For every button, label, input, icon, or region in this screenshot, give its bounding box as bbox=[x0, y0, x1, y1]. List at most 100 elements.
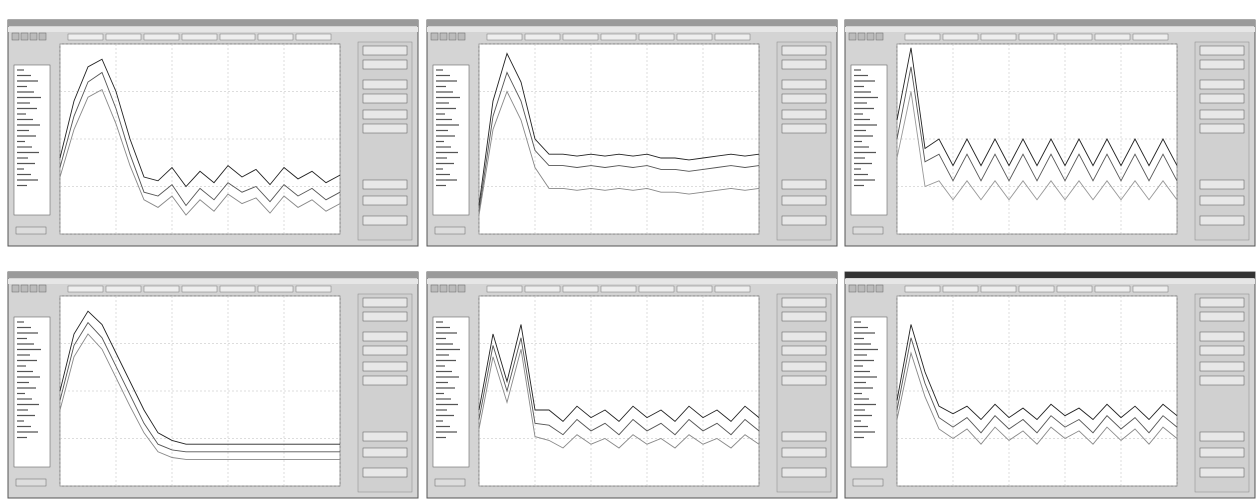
side-button[interactable] bbox=[363, 80, 407, 89]
tab[interactable] bbox=[1019, 34, 1054, 40]
tab[interactable] bbox=[639, 34, 674, 40]
side-button[interactable] bbox=[782, 468, 826, 477]
tab[interactable] bbox=[487, 34, 522, 40]
tab[interactable] bbox=[258, 286, 293, 292]
side-button[interactable] bbox=[1200, 124, 1244, 133]
side-button[interactable] bbox=[782, 94, 826, 103]
toolbar-button[interactable] bbox=[21, 33, 28, 40]
side-button[interactable] bbox=[363, 332, 407, 341]
toolbar-button[interactable] bbox=[440, 33, 447, 40]
tab[interactable] bbox=[144, 34, 179, 40]
side-button[interactable] bbox=[782, 362, 826, 371]
toolbar-button[interactable] bbox=[449, 33, 456, 40]
side-button[interactable] bbox=[782, 448, 826, 457]
side-button[interactable] bbox=[782, 46, 826, 55]
tab[interactable] bbox=[144, 286, 179, 292]
tab[interactable] bbox=[182, 34, 217, 40]
side-button[interactable] bbox=[363, 362, 407, 371]
toolbar-button[interactable] bbox=[849, 285, 856, 292]
tab[interactable] bbox=[677, 286, 712, 292]
left-button[interactable] bbox=[16, 479, 46, 486]
left-button[interactable] bbox=[16, 227, 46, 234]
side-button[interactable] bbox=[1200, 196, 1244, 205]
side-button[interactable] bbox=[1200, 346, 1244, 355]
side-button[interactable] bbox=[363, 196, 407, 205]
toolbar-button[interactable] bbox=[431, 33, 438, 40]
tab[interactable] bbox=[1057, 34, 1092, 40]
side-button[interactable] bbox=[782, 346, 826, 355]
tab[interactable] bbox=[525, 286, 560, 292]
side-button[interactable] bbox=[363, 312, 407, 321]
tab[interactable] bbox=[981, 34, 1016, 40]
side-button[interactable] bbox=[782, 332, 826, 341]
toolbar-button[interactable] bbox=[39, 285, 46, 292]
side-button[interactable] bbox=[363, 124, 407, 133]
toolbar-button[interactable] bbox=[30, 33, 37, 40]
toolbar-button[interactable] bbox=[858, 33, 865, 40]
tab[interactable] bbox=[525, 34, 560, 40]
side-button[interactable] bbox=[363, 468, 407, 477]
tab[interactable] bbox=[106, 286, 141, 292]
side-button[interactable] bbox=[782, 432, 826, 441]
left-button[interactable] bbox=[435, 479, 465, 486]
side-button[interactable] bbox=[363, 376, 407, 385]
side-button[interactable] bbox=[1200, 312, 1244, 321]
side-button[interactable] bbox=[1200, 468, 1244, 477]
side-button[interactable] bbox=[1200, 94, 1244, 103]
side-button[interactable] bbox=[1200, 110, 1244, 119]
side-button[interactable] bbox=[363, 216, 407, 225]
side-button[interactable] bbox=[363, 46, 407, 55]
toolbar-button[interactable] bbox=[431, 285, 438, 292]
tab[interactable] bbox=[296, 34, 331, 40]
tab[interactable] bbox=[715, 34, 750, 40]
tab[interactable] bbox=[258, 34, 293, 40]
tab[interactable] bbox=[68, 34, 103, 40]
tab[interactable] bbox=[1057, 286, 1092, 292]
side-button[interactable] bbox=[1200, 80, 1244, 89]
tab[interactable] bbox=[68, 286, 103, 292]
toolbar-button[interactable] bbox=[876, 285, 883, 292]
toolbar-button[interactable] bbox=[458, 285, 465, 292]
side-button[interactable] bbox=[1200, 376, 1244, 385]
side-button[interactable] bbox=[782, 196, 826, 205]
side-button[interactable] bbox=[363, 298, 407, 307]
side-button[interactable] bbox=[363, 60, 407, 69]
side-button[interactable] bbox=[782, 312, 826, 321]
tab[interactable] bbox=[677, 34, 712, 40]
side-button[interactable] bbox=[1200, 432, 1244, 441]
toolbar-button[interactable] bbox=[12, 285, 19, 292]
left-button[interactable] bbox=[435, 227, 465, 234]
tab[interactable] bbox=[1095, 286, 1130, 292]
side-button[interactable] bbox=[363, 432, 407, 441]
side-button[interactable] bbox=[1200, 46, 1244, 55]
side-button[interactable] bbox=[1200, 332, 1244, 341]
side-button[interactable] bbox=[782, 180, 826, 189]
tab[interactable] bbox=[1133, 34, 1168, 40]
toolbar-button[interactable] bbox=[30, 285, 37, 292]
toolbar-button[interactable] bbox=[849, 33, 856, 40]
tab[interactable] bbox=[1095, 34, 1130, 40]
tab[interactable] bbox=[601, 34, 636, 40]
tab[interactable] bbox=[639, 286, 674, 292]
side-button[interactable] bbox=[782, 60, 826, 69]
tab[interactable] bbox=[943, 34, 978, 40]
tab[interactable] bbox=[715, 286, 750, 292]
side-button[interactable] bbox=[782, 110, 826, 119]
side-button[interactable] bbox=[782, 298, 826, 307]
side-button[interactable] bbox=[782, 216, 826, 225]
side-button[interactable] bbox=[1200, 180, 1244, 189]
toolbar-button[interactable] bbox=[449, 285, 456, 292]
toolbar-button[interactable] bbox=[39, 33, 46, 40]
tab[interactable] bbox=[981, 286, 1016, 292]
tab[interactable] bbox=[943, 286, 978, 292]
tab[interactable] bbox=[601, 286, 636, 292]
tab[interactable] bbox=[563, 34, 598, 40]
toolbar-button[interactable] bbox=[458, 33, 465, 40]
toolbar-button[interactable] bbox=[867, 285, 874, 292]
toolbar-button[interactable] bbox=[867, 33, 874, 40]
tab[interactable] bbox=[296, 286, 331, 292]
side-button[interactable] bbox=[363, 110, 407, 119]
side-button[interactable] bbox=[363, 448, 407, 457]
tab[interactable] bbox=[220, 286, 255, 292]
side-button[interactable] bbox=[1200, 60, 1244, 69]
